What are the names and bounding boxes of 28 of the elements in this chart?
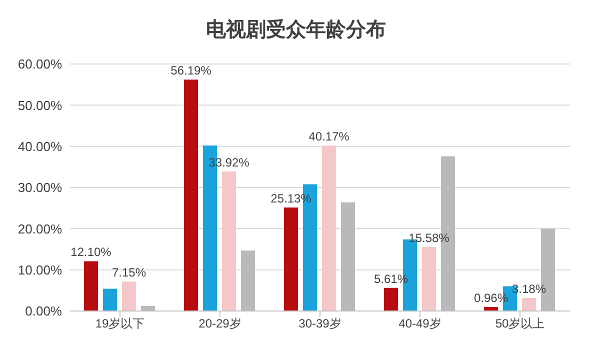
data-label: 7.15%	[112, 266, 146, 280]
bar	[384, 288, 398, 311]
y-tick-label: 50.00%	[18, 98, 62, 113]
x-tick-label: 19岁以下	[95, 316, 145, 331]
x-tick-label: 50岁以上	[495, 316, 545, 331]
bar	[322, 146, 336, 311]
data-label: 56.19%	[170, 64, 212, 78]
y-tick-label: 20.00%	[18, 221, 62, 236]
bar	[103, 288, 117, 311]
data-label: 15.58%	[408, 230, 450, 245]
y-tick-label: 10.00%	[18, 262, 62, 278]
data-label: 12.10%	[70, 245, 112, 260]
bar	[84, 261, 98, 311]
bar	[222, 171, 236, 311]
data-label: 40.17%	[308, 130, 350, 144]
y-tick-label: 30.00%	[18, 180, 62, 196]
bar	[184, 80, 198, 311]
bar	[284, 208, 298, 311]
x-tick-label: 30-39岁	[298, 316, 342, 331]
x-tick-label: 20-29岁	[198, 316, 242, 331]
x-tick-label: 40-49岁	[398, 316, 442, 331]
bar	[122, 282, 136, 311]
chart-title: 电视剧受众年龄分布	[205, 18, 387, 43]
bar	[522, 298, 536, 311]
y-tick-label: 0.00%	[25, 304, 62, 319]
y-tick-label: 60.00%	[18, 56, 62, 72]
bar	[422, 246, 436, 311]
y-tick-label: 40.00%	[18, 138, 62, 154]
